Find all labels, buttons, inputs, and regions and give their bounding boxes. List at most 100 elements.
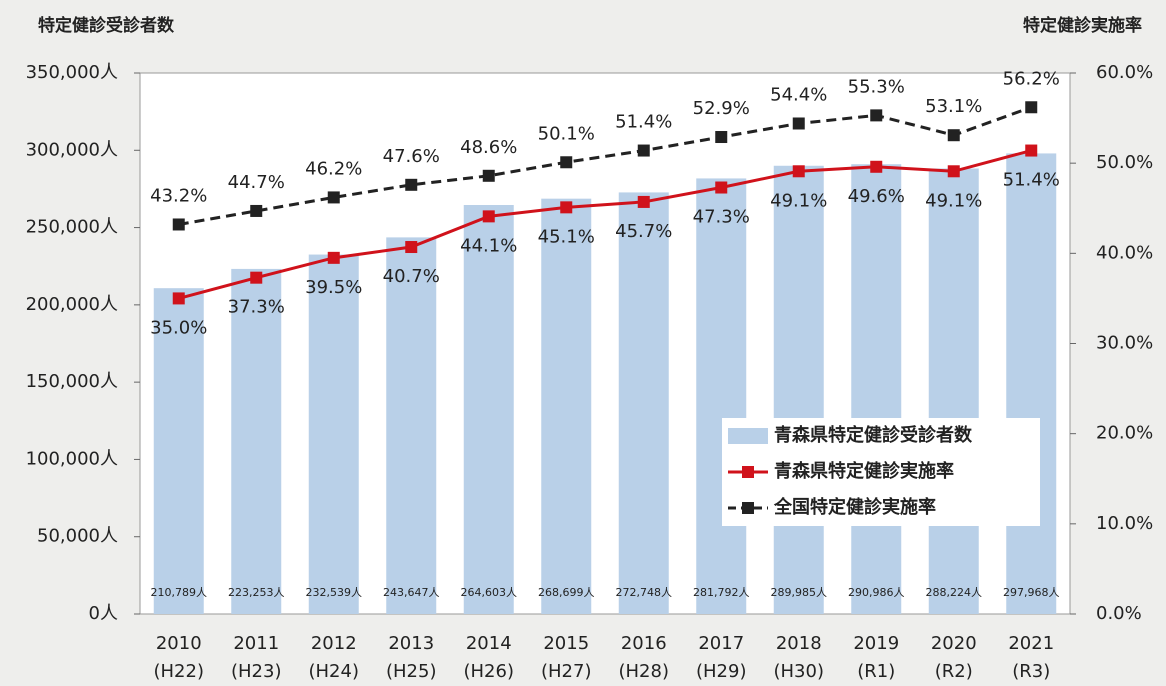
line-value-label: 51.4%	[1003, 170, 1060, 191]
line-value-label: 39.5%	[305, 277, 362, 298]
x-tick-label: 2021	[1008, 633, 1054, 654]
y2-tick-label: 60.0%	[1096, 62, 1153, 83]
line-marker	[715, 181, 728, 194]
line-marker	[947, 165, 960, 178]
line-value-label: 43.2%	[150, 185, 207, 206]
line-marker	[327, 251, 340, 264]
legend-label: 青森県特定健診受診者数	[774, 424, 973, 446]
line-marker	[560, 201, 573, 214]
x-tick-label: 2014	[466, 633, 512, 654]
y-tick-label: 200,000人	[26, 294, 118, 315]
line-marker	[870, 160, 883, 173]
line-value-label: 45.1%	[538, 226, 595, 247]
x-tick-note: (H24)	[309, 661, 359, 682]
x-tick-note: (H27)	[541, 661, 591, 682]
bar-value-label: 264,603人	[461, 586, 518, 599]
line-value-label: 52.9%	[693, 98, 750, 119]
x-tick-label: 2016	[621, 633, 667, 654]
line-marker	[947, 129, 960, 142]
line-marker	[1025, 101, 1038, 114]
bar-value-label: 290,986人	[848, 586, 905, 599]
line-value-label: 37.3%	[228, 297, 285, 318]
x-tick-note: (H22)	[154, 661, 204, 682]
line-value-label: 35.0%	[150, 317, 207, 338]
line-value-label: 47.6%	[383, 146, 440, 167]
line-value-label: 49.1%	[925, 190, 982, 211]
line-value-label: 46.2%	[305, 158, 362, 179]
legend-label: 全国特定健診実施率	[773, 496, 936, 518]
y2-tick-label: 50.0%	[1096, 152, 1153, 173]
line-marker	[637, 144, 650, 157]
line-marker	[792, 117, 805, 130]
x-tick-label: 2017	[698, 633, 744, 654]
bar	[618, 192, 669, 614]
bar	[851, 164, 902, 614]
legend-marker	[742, 502, 754, 514]
x-tick-label: 2011	[233, 633, 279, 654]
line-marker	[482, 169, 495, 182]
x-tick-note: (H30)	[774, 661, 824, 682]
bar-value-label: 210,789人	[151, 586, 208, 599]
y-tick-label: 100,000人	[26, 448, 118, 469]
line-value-label: 47.3%	[693, 207, 750, 228]
line-value-label: 51.4%	[615, 112, 672, 133]
bar-value-label: 281,792人	[693, 586, 750, 599]
y2-tick-label: 0.0%	[1096, 603, 1142, 624]
line-value-label: 56.2%	[1003, 68, 1060, 89]
bar-value-label: 268,699人	[538, 586, 595, 599]
bar-value-label: 288,224人	[926, 586, 983, 599]
line-marker	[405, 178, 418, 191]
line-value-label: 50.1%	[538, 123, 595, 144]
legend-marker	[742, 466, 754, 478]
bar	[308, 254, 359, 614]
line-value-label: 49.1%	[770, 190, 827, 211]
line-value-label: 48.6%	[460, 137, 517, 158]
x-tick-label: 2020	[931, 633, 977, 654]
bar	[386, 237, 437, 614]
line	[178, 105, 1032, 226]
x-tick-note: (R3)	[1012, 661, 1050, 682]
line-marker	[327, 191, 340, 204]
line-value-label: 53.1%	[925, 96, 982, 117]
line-marker	[560, 156, 573, 169]
x-tick-note: (H26)	[464, 661, 514, 682]
x-tick-label: 2013	[388, 633, 434, 654]
bar-value-label: 289,985人	[771, 586, 828, 599]
bar	[541, 198, 592, 614]
y2-tick-label: 20.0%	[1096, 423, 1153, 444]
x-tick-label: 2010	[156, 633, 202, 654]
line-value-label: 54.4%	[770, 84, 827, 105]
line-marker	[637, 195, 650, 208]
y-tick-label: 0人	[89, 603, 118, 624]
y2-tick-label: 30.0%	[1096, 333, 1153, 354]
line-value-label: 55.3%	[848, 76, 905, 97]
bar	[928, 168, 979, 615]
y2-axis-title: 特定健診実施率	[1023, 15, 1142, 36]
bar-value-label: 223,253人	[228, 586, 285, 599]
line-marker	[250, 271, 263, 284]
line-value-label: 49.6%	[848, 186, 905, 207]
line-marker	[482, 210, 495, 223]
line-marker	[405, 241, 418, 254]
y-tick-label: 350,000人	[26, 62, 118, 83]
line-value-label: 40.7%	[383, 266, 440, 287]
bar	[153, 288, 204, 614]
bar	[231, 268, 282, 614]
line-value-label: 45.7%	[615, 221, 672, 242]
line-marker	[250, 204, 263, 217]
line-marker	[172, 292, 185, 305]
x-tick-label: 2015	[543, 633, 589, 654]
y-tick-label: 150,000人	[26, 371, 118, 392]
y-tick-label: 250,000人	[26, 217, 118, 238]
bar-value-label: 243,647人	[383, 586, 440, 599]
legend-box	[722, 418, 1040, 526]
bar	[463, 204, 514, 614]
bar	[1006, 153, 1057, 614]
line-value-label: 44.7%	[228, 172, 285, 193]
line-marker	[870, 109, 883, 122]
x-tick-note: (H25)	[386, 661, 436, 682]
legend-swatch	[728, 428, 768, 444]
x-tick-label: 2012	[311, 633, 357, 654]
y2-tick-label: 10.0%	[1096, 513, 1153, 534]
